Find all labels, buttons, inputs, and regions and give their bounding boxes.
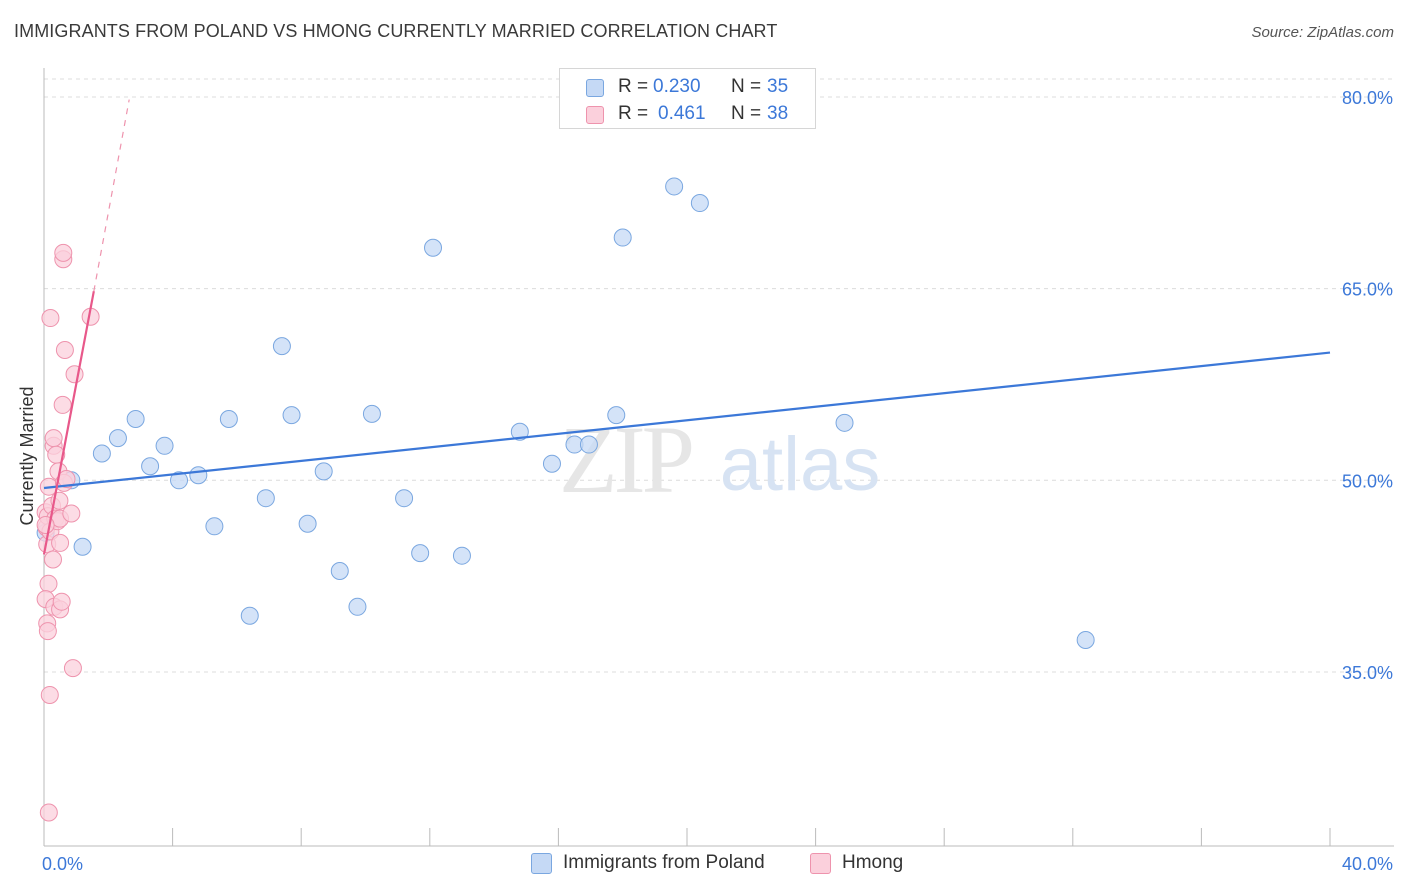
poland-point bbox=[73, 537, 92, 556]
chart-source: Source: ZipAtlas.com bbox=[1251, 24, 1394, 41]
y-tick-label: 65.0% bbox=[1342, 280, 1393, 300]
poland-point bbox=[108, 429, 127, 448]
hmong-point bbox=[63, 659, 82, 678]
poland-point bbox=[411, 544, 430, 563]
poland-point bbox=[240, 606, 259, 625]
hmong-trend-extension bbox=[93, 99, 130, 292]
poland-trend-line bbox=[43, 351, 1331, 490]
n-value: 38 bbox=[767, 103, 789, 124]
series-name: Immigrants from Poland bbox=[563, 852, 765, 873]
series-name: Hmong bbox=[842, 852, 904, 873]
poland-point bbox=[424, 238, 443, 257]
hmong-point bbox=[52, 592, 71, 611]
poland-point bbox=[298, 514, 317, 533]
hmong-point bbox=[44, 550, 63, 569]
hmong-point bbox=[53, 395, 72, 414]
poland-point bbox=[1076, 631, 1095, 650]
poland-point bbox=[665, 177, 684, 196]
hmong-point bbox=[51, 533, 70, 552]
y-tick-label: 50.0% bbox=[1342, 471, 1393, 491]
hmong-point bbox=[62, 504, 81, 523]
r-value: 0.230 bbox=[653, 76, 701, 97]
poland-legend-swatch-icon bbox=[531, 853, 552, 874]
data-points bbox=[36, 177, 1095, 822]
poland-point bbox=[613, 228, 632, 247]
n-value: 35 bbox=[767, 76, 789, 97]
tick-labels: 35.0% 50.0% 65.0% 80.0% 0.0% 40.0% bbox=[42, 88, 1393, 874]
poland-point bbox=[579, 435, 598, 454]
hmong-point bbox=[44, 429, 63, 448]
poland-point bbox=[272, 337, 291, 356]
hmong-legend-swatch-icon bbox=[810, 853, 831, 874]
poland-point bbox=[219, 409, 238, 428]
r-label: R = bbox=[618, 76, 649, 97]
watermark-zip: ZIP bbox=[559, 406, 692, 513]
poland-point bbox=[835, 413, 854, 432]
hmong-point bbox=[55, 340, 74, 359]
poland-point bbox=[395, 489, 414, 508]
poland-point bbox=[189, 466, 208, 485]
poland-point bbox=[330, 562, 349, 581]
x-tick-label: 0.0% bbox=[42, 854, 83, 874]
poland-point bbox=[256, 489, 275, 508]
hmong-point bbox=[41, 309, 60, 328]
poland-point bbox=[348, 597, 367, 616]
hmong-point bbox=[65, 365, 84, 384]
poland-point bbox=[362, 404, 381, 423]
grid-lines bbox=[44, 78, 1394, 673]
poland-point bbox=[205, 517, 224, 536]
poland-point bbox=[170, 471, 189, 490]
n-label: N = bbox=[731, 103, 762, 124]
poland-point bbox=[92, 444, 111, 463]
hmong-point bbox=[39, 574, 58, 593]
y-tick-label: 35.0% bbox=[1342, 663, 1393, 683]
n-label: N = bbox=[731, 76, 762, 97]
poland-point bbox=[314, 462, 333, 481]
y-tick-label: 80.0% bbox=[1342, 88, 1393, 108]
chart-title: IMMIGRANTS FROM POLAND VS HMONG CURRENTL… bbox=[14, 21, 778, 41]
r-value: 0.461 bbox=[658, 103, 706, 124]
poland-point bbox=[155, 436, 174, 455]
poland-point bbox=[542, 454, 561, 473]
y-axis-label: Currently Married bbox=[17, 386, 37, 525]
watermark-atlas: atlas bbox=[720, 422, 881, 507]
poland-point bbox=[510, 422, 529, 441]
hmong-point bbox=[38, 622, 57, 641]
poland-point bbox=[690, 194, 709, 213]
poland-point bbox=[452, 546, 471, 565]
poland-point bbox=[126, 409, 145, 428]
poland-point bbox=[607, 406, 626, 425]
poland-swatch-icon bbox=[586, 79, 604, 97]
correlation-legend: R = 0.230 N = 35 R = 0.461 N = 38 bbox=[559, 68, 816, 129]
x-tick-label: 40.0% bbox=[1342, 854, 1393, 874]
hmong-point bbox=[40, 685, 59, 704]
hmong-swatch-icon bbox=[586, 106, 604, 124]
hmong-point bbox=[39, 803, 58, 822]
hmong-trend-line bbox=[42, 291, 95, 555]
axes bbox=[43, 68, 1394, 847]
poland-point bbox=[282, 406, 301, 425]
watermark: ZIP atlas bbox=[559, 406, 880, 513]
trend-lines bbox=[42, 99, 1331, 555]
hmong-point bbox=[54, 243, 73, 262]
poland-point bbox=[141, 457, 160, 476]
r-label: R = bbox=[618, 103, 649, 124]
